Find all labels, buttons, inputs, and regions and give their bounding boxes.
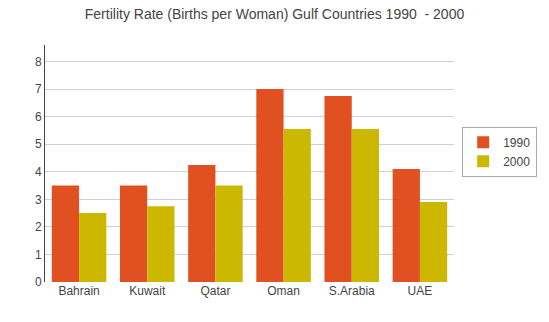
svg-text:UAE: UAE xyxy=(408,284,433,298)
svg-text:Fertility Rate (Births per Wom: Fertility Rate (Births per Woman) Gulf C… xyxy=(85,6,465,22)
svg-text:Kuwait: Kuwait xyxy=(129,284,166,298)
svg-text:1: 1 xyxy=(35,248,42,262)
svg-text:Oman: Oman xyxy=(267,284,300,298)
svg-text:4: 4 xyxy=(35,165,42,179)
svg-text:2: 2 xyxy=(35,220,42,234)
svg-text:Qatar: Qatar xyxy=(200,284,230,298)
svg-text:Bahrain: Bahrain xyxy=(58,284,99,298)
svg-text:1990: 1990 xyxy=(503,136,530,150)
svg-text:0: 0 xyxy=(35,275,42,289)
svg-text:6: 6 xyxy=(35,110,42,124)
svg-text:8: 8 xyxy=(35,55,42,69)
svg-text:5: 5 xyxy=(35,137,42,151)
svg-text:3: 3 xyxy=(35,193,42,207)
svg-text:2000: 2000 xyxy=(503,155,530,169)
svg-text:7: 7 xyxy=(35,82,42,96)
svg-text:S.Arabia: S.Arabia xyxy=(329,284,375,298)
